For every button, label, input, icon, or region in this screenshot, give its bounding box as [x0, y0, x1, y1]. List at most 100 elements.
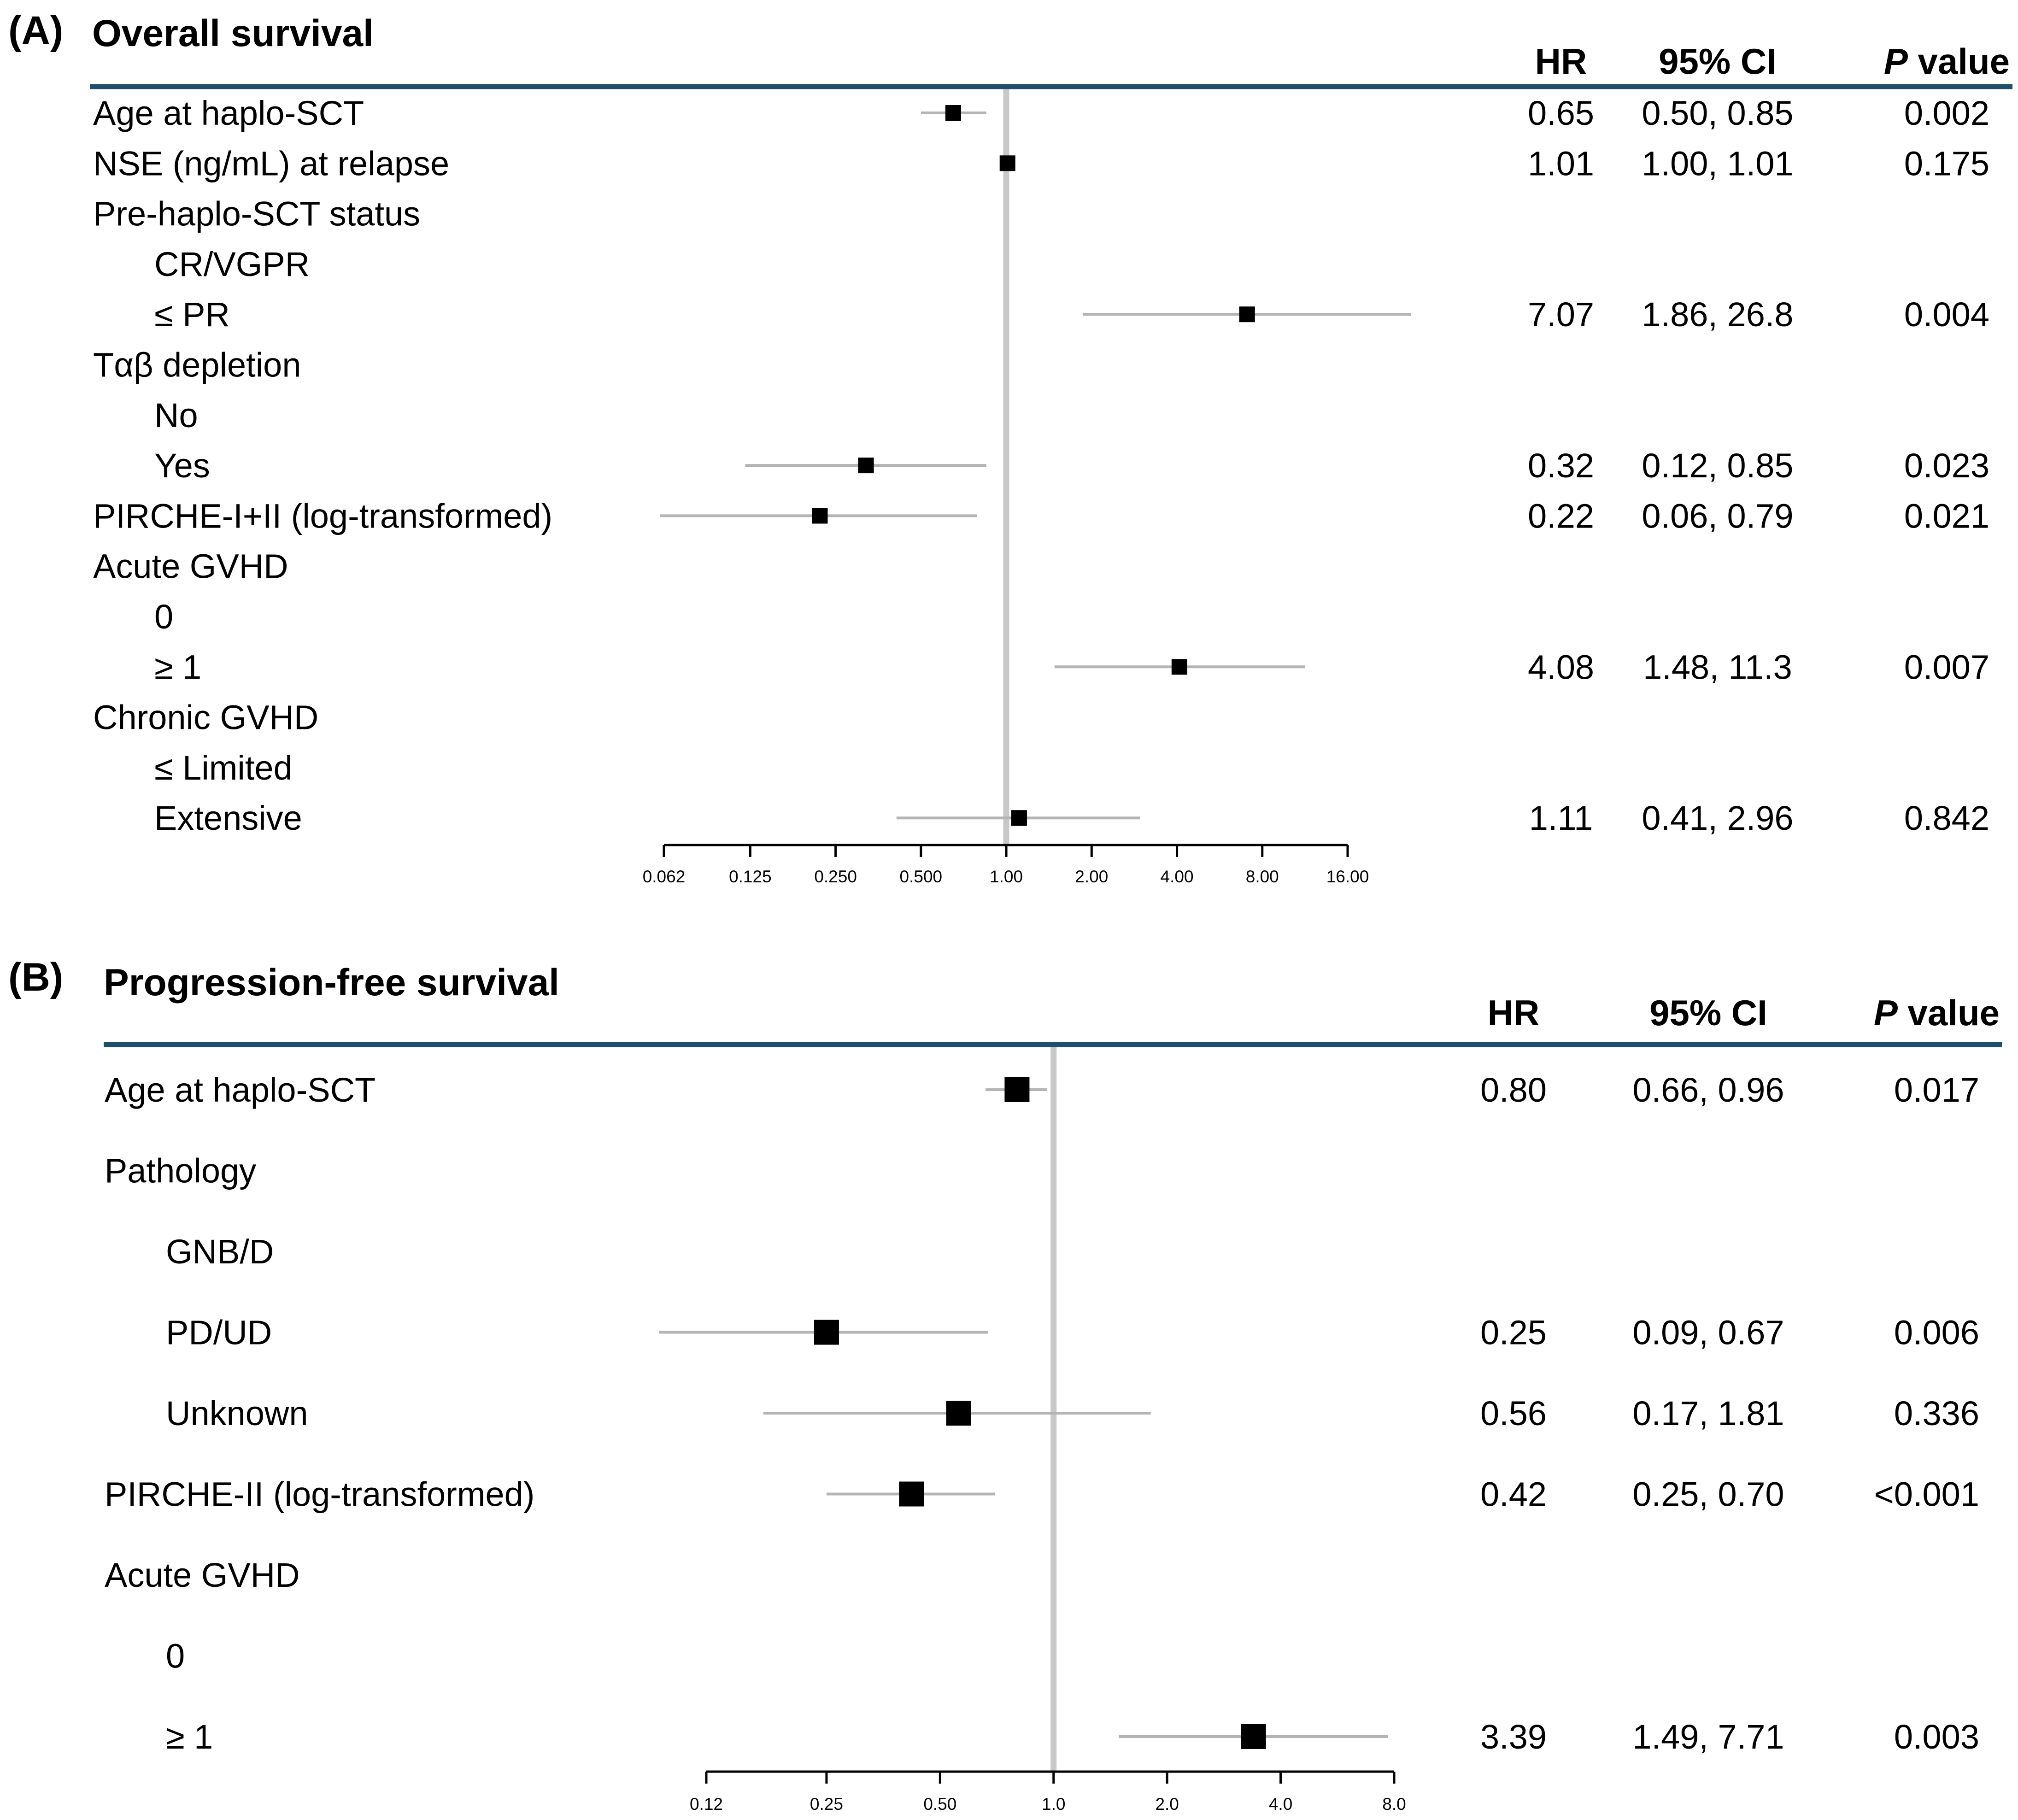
p-value: 0.004 — [1904, 295, 1989, 334]
x-tick-label: 4.00 — [1161, 867, 1194, 886]
p-value-header-italic: P — [1884, 41, 1908, 82]
x-tick-label: 0.25 — [810, 1795, 843, 1814]
row-label: Pathology — [105, 1152, 256, 1190]
hr-marker — [814, 1320, 839, 1345]
row-label: NSE (ng/mL) at relapse — [93, 144, 449, 182]
p-value: 0.175 — [1904, 144, 1989, 182]
p-value-header-rest: value — [1898, 992, 2000, 1033]
ci-value: 0.66, 0.96 — [1632, 1071, 1784, 1109]
hr-value: 0.56 — [1480, 1394, 1547, 1433]
x-tick-label: 0.250 — [814, 867, 857, 886]
hr-marker — [1004, 1077, 1030, 1102]
hr-value: 0.25 — [1480, 1314, 1547, 1352]
ci-value: 0.17, 1.81 — [1632, 1394, 1784, 1433]
x-tick-label: 16.00 — [1326, 867, 1369, 886]
hr-value: 4.08 — [1528, 648, 1594, 686]
hr-value: 0.80 — [1480, 1071, 1547, 1109]
ci-value: 1.86, 26.8 — [1642, 295, 1793, 334]
hr-value: 0.42 — [1480, 1475, 1547, 1514]
hr-marker — [858, 458, 874, 474]
p-value-header-rest: value — [1908, 41, 2010, 82]
row-label: ≤ Limited — [154, 749, 293, 787]
ci-value: 0.12, 0.85 — [1642, 446, 1793, 485]
p-value-header-italic: P — [1874, 992, 1898, 1033]
x-tick-label: 8.0 — [1382, 1795, 1406, 1814]
hr-column-header: HR — [1535, 41, 1587, 82]
ci-value: 1.49, 7.71 — [1632, 1718, 1784, 1756]
panel-label: (A) — [8, 8, 63, 53]
x-tick-label: 0.50 — [923, 1795, 956, 1814]
x-tick-label: 0.062 — [643, 867, 686, 886]
p-value-column-header: P value — [1874, 992, 2000, 1033]
hr-marker — [999, 155, 1015, 171]
row-label: Tαβ depletion — [93, 346, 301, 384]
x-tick-label: 1.0 — [1042, 1795, 1065, 1814]
x-tick-label: 2.0 — [1155, 1795, 1179, 1814]
row-label: PIRCHE-I+II (log-transformed) — [93, 497, 552, 535]
row-label: PD/UD — [166, 1314, 272, 1352]
x-tick-label: 1.00 — [990, 867, 1023, 886]
x-tick-label: 4.0 — [1269, 1795, 1292, 1814]
x-tick-label: 0.125 — [729, 867, 772, 886]
hr-marker — [1171, 659, 1187, 675]
hr-marker — [1241, 1724, 1266, 1749]
ci-value: 1.48, 11.3 — [1643, 648, 1792, 686]
x-tick-label: 0.500 — [900, 867, 943, 886]
p-value: 0.002 — [1904, 94, 1989, 132]
hr-value: 0.22 — [1528, 497, 1594, 535]
p-value: 0.007 — [1904, 648, 1989, 686]
panel-title: Progression-free survival — [104, 962, 559, 1004]
ci-value: 0.25, 0.70 — [1632, 1475, 1784, 1514]
row-label: Yes — [154, 446, 210, 485]
panel-title: Overall survival — [92, 12, 374, 54]
hr-marker — [812, 508, 828, 524]
row-label: No — [154, 396, 198, 434]
ci-value: 0.06, 0.79 — [1642, 497, 1793, 535]
hr-column-header: HR — [1488, 992, 1540, 1033]
row-label: Extensive — [154, 799, 302, 837]
row-label: ≥ 1 — [166, 1718, 213, 1756]
row-label: Age at haplo-SCT — [93, 94, 364, 132]
x-tick-label: 0.12 — [690, 1795, 723, 1814]
row-label: 0 — [154, 598, 173, 636]
row-label: Pre-haplo-SCT status — [93, 195, 420, 233]
row-label: Acute GVHD — [105, 1556, 300, 1594]
hr-marker — [946, 1401, 971, 1426]
hr-value: 1.01 — [1528, 144, 1594, 182]
ci-column-header: 95% CI — [1649, 992, 1767, 1033]
x-tick-label: 2.00 — [1075, 867, 1108, 886]
hr-value: 0.32 — [1528, 446, 1594, 485]
row-label: Unknown — [166, 1394, 308, 1433]
panel-b: (B) Progression-free survival HR 95% CI P va… — [8, 955, 2002, 1814]
ci-value: 0.41, 2.96 — [1642, 799, 1793, 837]
p-value: 0.023 — [1904, 446, 1989, 485]
row-label: Acute GVHD — [93, 547, 288, 586]
ci-value: 0.09, 0.67 — [1632, 1314, 1784, 1352]
panel-a: (A) Overall survival HR 95% CI P value Age at… — [8, 8, 2012, 886]
p-value: 0.003 — [1894, 1718, 1979, 1756]
ci-column-header: 95% CI — [1659, 41, 1777, 82]
hr-marker — [899, 1481, 924, 1507]
row-label: PIRCHE-II (log-transformed) — [105, 1475, 534, 1514]
ci-value: 0.50, 0.85 — [1642, 94, 1793, 132]
p-value: <0.001 — [1874, 1475, 1979, 1514]
row-label: ≥ 1 — [154, 648, 201, 686]
p-value: 0.006 — [1894, 1314, 1979, 1352]
row-label: ≤ PR — [154, 295, 230, 334]
p-value: 0.842 — [1904, 799, 1989, 837]
hr-marker — [1239, 306, 1255, 323]
x-tick-label: 8.00 — [1246, 867, 1279, 886]
row-label: Age at haplo-SCT — [105, 1071, 375, 1109]
row-label: CR/VGPR — [154, 245, 310, 283]
panel-label: (B) — [8, 955, 63, 999]
hr-value: 7.07 — [1528, 295, 1594, 334]
row-label: 0 — [166, 1637, 185, 1675]
hr-marker — [945, 105, 961, 121]
hr-value: 3.39 — [1480, 1718, 1547, 1756]
hr-marker — [1011, 810, 1027, 826]
p-value-column-header: P value — [1884, 41, 2010, 82]
p-value: 0.336 — [1894, 1394, 1979, 1433]
ci-value: 1.00, 1.01 — [1642, 144, 1793, 182]
p-value: 0.017 — [1894, 1071, 1979, 1109]
